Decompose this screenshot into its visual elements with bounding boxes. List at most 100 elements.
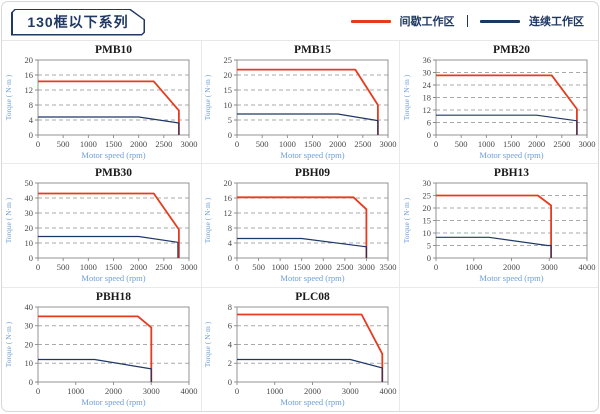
svg-text:2500: 2500: [155, 139, 172, 149]
legend-item-intermittent: 间歇工作区: [350, 13, 455, 29]
svg-text:20: 20: [25, 223, 34, 233]
empty-cell: [400, 288, 598, 411]
svg-text:16: 16: [25, 70, 34, 80]
svg-text:30: 30: [25, 321, 34, 331]
svg-text:36: 36: [422, 55, 431, 65]
svg-text:Torque ( N·m ): Torque ( N·m ): [402, 198, 411, 244]
svg-text:1500: 1500: [304, 139, 321, 149]
svg-text:0: 0: [433, 139, 437, 149]
chart-pmb20: PMB20 0 6 12 18 24 30 36 0 500 1000 1500 2000 2500 300…: [400, 41, 598, 165]
svg-text:Motor speed (rpm): Motor speed (rpm): [81, 397, 145, 407]
svg-text:Motor speed (rpm): Motor speed (rpm): [280, 273, 344, 283]
svg-text:20: 20: [422, 203, 431, 213]
chart-pbh13: PBH13 0 5 10 15 20 25 30 0 1000 2000 3000 4000 Motor …: [400, 164, 598, 288]
chart-plc08: PLC08 0 2 4 6 8 0 1000 2000 3000 4000 Motor speed (…: [202, 287, 400, 411]
svg-text:Motor speed (rpm): Motor speed (rpm): [280, 397, 344, 407]
svg-text:Torque ( N·m ): Torque ( N·m ): [402, 74, 411, 120]
legend-item-continuous: 连续工作区: [480, 13, 584, 29]
blue-line-icon: [480, 19, 520, 23]
svg-text:Torque ( N·m ): Torque ( N·m ): [203, 322, 212, 368]
svg-text:PBH18: PBH18: [96, 291, 131, 303]
svg-text:PLC08: PLC08: [295, 291, 330, 303]
svg-text:12: 12: [224, 208, 233, 218]
svg-text:8: 8: [228, 223, 232, 233]
svg-text:12: 12: [422, 105, 431, 115]
svg-text:0: 0: [36, 139, 40, 149]
chart-pmb15: PMB15 0 5 10 15 20 25 0 500 1000 1500 2000 2500 3000 M…: [202, 41, 400, 165]
chart-pmb10: PMB10 0 4 8 12 16 20 0 500 1000 1500 2000 2500 3000 Mo…: [2, 41, 202, 165]
svg-text:2000: 2000: [503, 262, 520, 272]
svg-text:0: 0: [29, 253, 33, 263]
svg-text:0: 0: [228, 377, 232, 387]
svg-text:20: 20: [224, 178, 233, 188]
svg-text:1000: 1000: [80, 262, 97, 272]
svg-text:30: 30: [422, 67, 431, 77]
svg-text:3000: 3000: [380, 139, 397, 149]
svg-text:2500: 2500: [354, 139, 371, 149]
svg-text:2000: 2000: [315, 262, 332, 272]
svg-text:1000: 1000: [272, 262, 289, 272]
svg-text:2000: 2000: [304, 386, 321, 396]
svg-text:3000: 3000: [540, 262, 557, 272]
svg-text:24: 24: [422, 80, 431, 90]
svg-text:2000: 2000: [130, 139, 147, 149]
svg-text:3000: 3000: [342, 386, 359, 396]
svg-text:PMB10: PMB10: [95, 44, 132, 56]
svg-text:4000: 4000: [578, 262, 595, 272]
svg-text:500: 500: [454, 139, 467, 149]
chart-pbh18: PBH18 0 10 20 30 40 0 1000 2000 3000 4000 Motor spe…: [2, 287, 202, 411]
svg-text:1000: 1000: [80, 139, 97, 149]
svg-text:1000: 1000: [465, 262, 482, 272]
svg-text:25: 25: [422, 191, 431, 201]
svg-text:3000: 3000: [181, 262, 198, 272]
svg-text:500: 500: [256, 139, 269, 149]
svg-text:50: 50: [25, 178, 34, 188]
svg-text:30: 30: [25, 208, 34, 218]
svg-text:0: 0: [235, 386, 239, 396]
svg-text:3000: 3000: [358, 262, 375, 272]
legend-label-continuous: 连续工作区: [529, 16, 584, 28]
svg-text:2500: 2500: [553, 139, 570, 149]
svg-text:Torque ( N·m ): Torque ( N·m ): [203, 74, 212, 120]
svg-text:10: 10: [25, 358, 34, 368]
svg-text:Torque ( N·m ): Torque ( N·m ): [203, 198, 212, 244]
svg-text:1500: 1500: [105, 139, 122, 149]
svg-text:0: 0: [433, 262, 437, 272]
svg-text:1500: 1500: [105, 262, 122, 272]
red-line-icon: [350, 19, 391, 23]
svg-text:PMB15: PMB15: [294, 44, 331, 56]
svg-text:PBH13: PBH13: [493, 167, 528, 179]
svg-text:1000: 1000: [266, 386, 283, 396]
svg-text:20: 20: [25, 340, 34, 350]
svg-text:1000: 1000: [67, 386, 84, 396]
svg-text:500: 500: [57, 139, 70, 149]
svg-text:4000: 4000: [181, 386, 198, 396]
legend-label-intermittent: 间歇工作区: [399, 16, 455, 28]
svg-text:40: 40: [25, 193, 34, 203]
svg-text:PMB30: PMB30: [95, 167, 132, 179]
svg-text:Torque ( N·m ): Torque ( N·m ): [4, 74, 13, 120]
svg-text:10: 10: [25, 238, 34, 248]
svg-text:Motor speed (rpm): Motor speed (rpm): [479, 150, 543, 160]
svg-text:10: 10: [224, 100, 233, 110]
svg-text:6: 6: [426, 117, 430, 127]
svg-text:10: 10: [422, 228, 431, 238]
svg-text:PBH09: PBH09: [295, 167, 330, 179]
svg-text:0: 0: [426, 130, 430, 140]
svg-text:1500: 1500: [293, 262, 310, 272]
svg-text:0: 0: [228, 253, 232, 263]
svg-text:0: 0: [235, 139, 239, 149]
legend-separator: [466, 15, 468, 27]
svg-text:4: 4: [29, 115, 34, 125]
svg-text:PMB20: PMB20: [492, 44, 529, 56]
chart-pmb30: PMB30 0 10 20 30 40 50 0 500 1000 1500 2000 2500 3000…: [2, 164, 202, 288]
svg-text:Torque ( N·m ): Torque ( N·m ): [4, 198, 13, 244]
svg-text:500: 500: [57, 262, 70, 272]
svg-text:Motor speed (rpm): Motor speed (rpm): [81, 273, 145, 283]
svg-text:2: 2: [228, 358, 232, 368]
svg-text:6: 6: [228, 321, 232, 331]
svg-text:2000: 2000: [130, 262, 147, 272]
page-title: 130框以下系列: [27, 14, 129, 30]
svg-text:12: 12: [25, 85, 34, 95]
